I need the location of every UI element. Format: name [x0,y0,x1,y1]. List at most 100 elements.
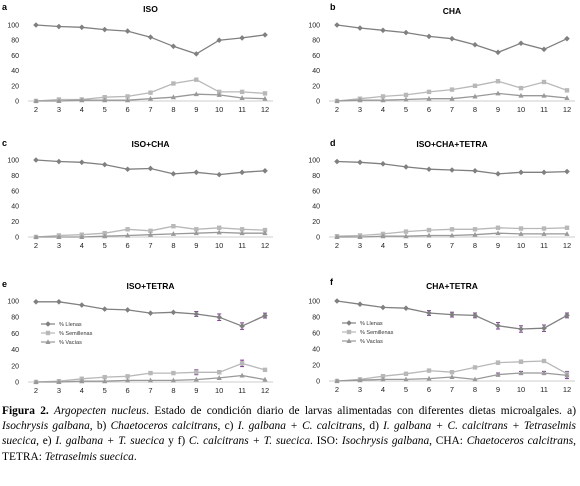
x-tick-label: 10 [517,241,525,250]
data-point-vacias [125,232,131,238]
data-point-llenas [216,171,222,178]
x-tick-label: 9 [194,386,198,395]
data-point-llenas [170,309,177,316]
data-point-llenas [357,301,363,307]
x-tick-label: 4 [381,241,385,250]
x-tick-label: 3 [57,386,61,395]
data-point-vacias [541,92,547,98]
data-point-vacias [357,97,363,103]
legend-label: % Llenas [360,321,383,327]
caption-sep-b: , b) [89,420,111,433]
data-point-vacias [239,372,245,378]
data-point-semillenas [541,79,547,85]
x-tick-label: 3 [57,105,61,114]
data-point-semillenas [102,374,107,380]
data-point-vacias [125,377,131,383]
data-point-vacias [262,376,268,382]
caption-species: Argopecten nucleus [54,405,147,417]
data-point-llenas [472,167,478,174]
data-point-llenas [334,158,340,165]
data-point-llenas [239,35,245,41]
x-tick-label: 12 [261,386,269,395]
x-tick-label: 5 [103,105,107,114]
x-tick-label: 8 [473,105,477,114]
chart-title: ISO+CHA [131,139,169,149]
data-point-semillenas [449,370,455,375]
legend-marker [346,320,352,326]
data-point-llenas [564,312,570,319]
figure-caption: Figura 2. Argopecten nucleus. Estado de … [2,404,576,465]
data-point-semillenas [449,87,455,92]
data-point-vacias [262,95,268,101]
data-point-semillenas [148,90,153,95]
data-point-llenas [193,51,200,57]
data-point-vacias [239,230,245,236]
legend-label: % Semillenas [59,331,93,337]
data-point-vacias [170,94,176,100]
y-tick-label: 40 [11,204,19,211]
data-point-vacias [449,232,455,238]
x-tick-label: 10 [517,385,525,394]
data-point-vacias [170,377,176,383]
data-point-llenas [380,27,386,34]
x-tick-label: 12 [563,385,571,394]
caption-species-b: Chaetoceros calcitrans [110,420,218,433]
data-point-llenas [262,167,268,174]
y-tick-label: 0 [15,235,19,242]
y-tick-label: 0 [15,380,19,387]
y-tick-label: 60 [11,188,19,195]
x-tick-label: 2 [335,385,339,394]
chart-title: ISO+CHA+TETRA [416,139,487,149]
data-point-llenas [101,161,108,168]
data-point-vacias [541,370,547,375]
y-tick-label: 100 [308,158,320,165]
x-tick-label: 7 [148,105,152,114]
legend-label: % Llenas [59,322,82,328]
data-point-vacias [216,92,222,97]
data-point-vacias [33,98,39,103]
y-tick-label: 60 [312,331,320,338]
caption-label: Figura 2. [2,405,49,417]
data-point-vacias [449,374,455,379]
data-point-vacias [334,98,340,103]
x-tick-label: 9 [496,385,500,394]
caption-sep-f: y f) [164,435,189,448]
data-point-vacias [170,231,176,236]
data-point-semillenas [518,359,524,364]
x-tick-label: 12 [563,241,571,250]
data-point-vacias [357,234,363,239]
data-point-vacias [380,376,386,382]
data-point-vacias [380,233,386,239]
data-point-vacias [403,233,409,239]
data-point-vacias [334,378,340,383]
x-tick-label: 3 [358,105,362,114]
x-tick-label: 5 [103,386,107,395]
data-point-llenas [56,23,62,30]
chart-panel-c: c ISO+CHA 0 20 40 60 80 100 2 3 4 5 6 7 8 9 10 11 12 [2,138,273,250]
data-point-vacias [495,230,501,236]
data-point-semillenas [518,85,524,91]
chart-panel-a: a ISO 0 20 40 60 80 100 2 3 4 5 6 7 8 9 10 11 12 [2,2,273,114]
caption-species-e: I. galbana + T. suecica [55,435,165,448]
y-tick-label: 20 [312,83,320,90]
data-point-semillenas [125,374,130,379]
data-point-vacias [380,97,386,103]
panel-letter: d [330,138,336,148]
data-point-llenas [403,164,409,170]
data-point-vacias [147,377,154,383]
legend-marker [45,330,51,336]
data-point-llenas [124,307,131,313]
y-tick-label: 60 [11,53,19,60]
data-point-vacias [449,95,455,101]
data-point-semillenas [194,227,199,232]
data-point-vacias [33,234,39,239]
data-point-llenas [426,166,432,173]
data-point-vacias [426,375,432,381]
x-tick-label: 2 [335,105,339,114]
x-tick-label: 5 [103,241,107,250]
y-tick-label: 60 [11,331,19,338]
chart-title: ISO [143,4,158,14]
chart-panel-d: d ISO+CHA+TETRA 0 20 40 60 80 100 2 3 4 5 6 7 8 9 10 11 12 [308,138,575,250]
data-point-semillenas [518,226,524,231]
chart-panel-f: f CHA+TETRA 0 20 40 60 80 100 2 3 4 5 6 7 8 9 10 11 12 % Ll… [308,277,575,394]
